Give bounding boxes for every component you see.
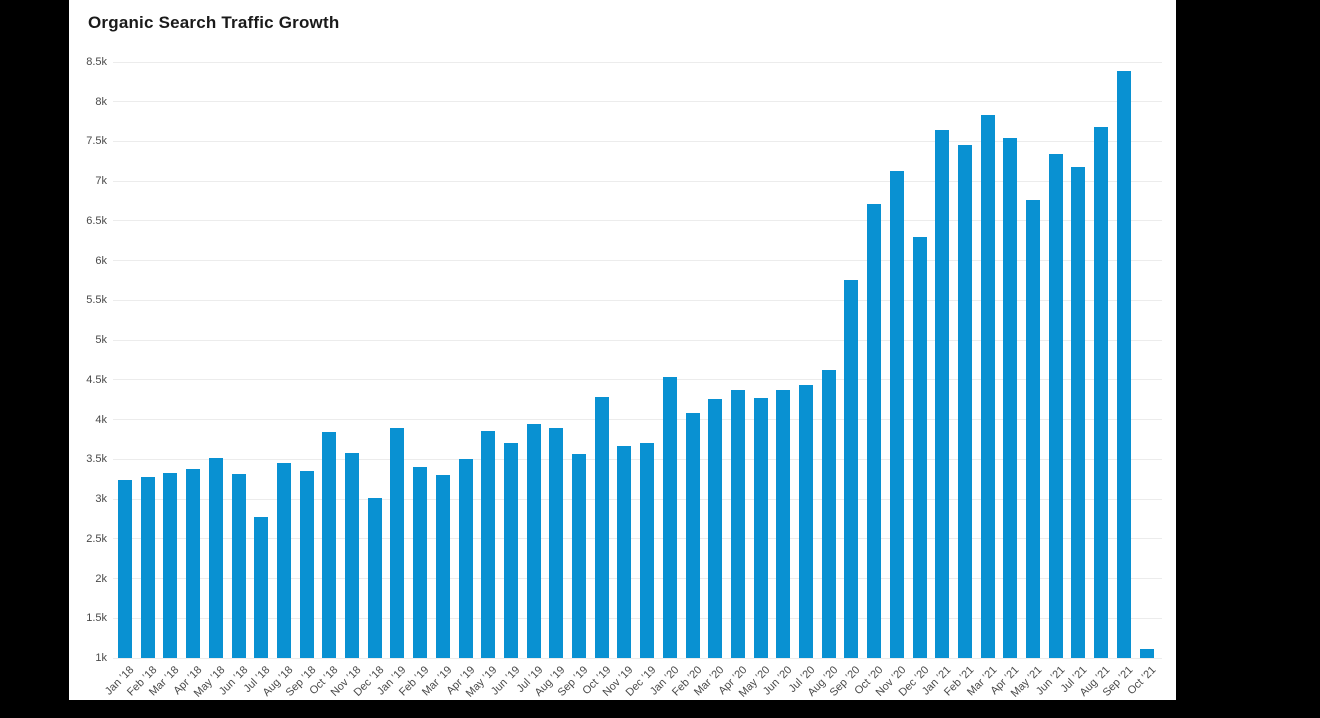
y-axis-label: 5.5k <box>86 294 107 307</box>
bar[interactable] <box>1071 166 1086 658</box>
bar[interactable] <box>1048 154 1063 658</box>
bar[interactable] <box>730 390 745 658</box>
bar[interactable] <box>163 472 178 658</box>
gridline <box>113 379 1162 381</box>
bar[interactable] <box>617 445 632 658</box>
gridline <box>113 101 1162 103</box>
y-axis-label: 5k <box>95 334 107 347</box>
bar[interactable] <box>1139 649 1154 658</box>
gridline <box>113 419 1162 421</box>
bar[interactable] <box>662 376 677 658</box>
bar[interactable] <box>1026 200 1040 658</box>
bar[interactable] <box>572 453 586 658</box>
y-axis-label: 4k <box>95 413 107 426</box>
y-axis-label: 3k <box>95 493 107 506</box>
bar[interactable] <box>254 517 269 658</box>
y-axis-label: 2.5k <box>86 532 107 545</box>
bar[interactable] <box>413 466 428 658</box>
gridline <box>113 260 1162 262</box>
gridline <box>113 458 1162 460</box>
gridline <box>113 538 1162 540</box>
y-axis-label: 1k <box>95 652 107 664</box>
bar[interactable] <box>299 470 314 658</box>
y-axis-label: 6.5k <box>86 214 107 227</box>
chart-panel: Organic Search Traffic Growth 1k 1.5k 2k 2.… <box>69 0 1176 700</box>
chart-title: Organic Search Traffic Growth <box>88 13 340 32</box>
gridline <box>113 578 1162 580</box>
bar[interactable] <box>390 427 405 658</box>
bar[interactable] <box>367 497 382 658</box>
bar[interactable] <box>980 115 995 658</box>
bar[interactable] <box>957 145 972 658</box>
gridline <box>113 657 1162 659</box>
bar[interactable] <box>799 384 813 658</box>
bar[interactable] <box>640 443 655 658</box>
bar[interactable] <box>685 413 700 658</box>
bar[interactable] <box>935 129 950 658</box>
bar[interactable] <box>208 457 223 658</box>
gridline <box>113 498 1162 500</box>
y-axis-label: 1.5k <box>86 612 107 625</box>
bar[interactable] <box>231 473 246 658</box>
bar[interactable] <box>503 442 518 658</box>
bar[interactable] <box>458 458 473 658</box>
bar[interactable] <box>276 462 291 658</box>
bar[interactable] <box>844 279 859 658</box>
y-axis-label: 8k <box>95 95 107 108</box>
bar[interactable] <box>1003 137 1018 658</box>
plot-area <box>113 61 1162 659</box>
bar[interactable] <box>322 431 337 658</box>
bar[interactable] <box>867 203 882 658</box>
bar[interactable] <box>186 468 201 658</box>
bar[interactable] <box>708 398 723 658</box>
gridline <box>113 61 1162 63</box>
bar[interactable] <box>1094 127 1109 658</box>
bar[interactable] <box>345 453 359 658</box>
gridline <box>113 180 1162 182</box>
bar[interactable] <box>549 427 564 658</box>
bar[interactable] <box>776 390 791 658</box>
bar[interactable] <box>753 398 768 658</box>
y-axis-label: 4.5k <box>86 373 107 386</box>
bar[interactable] <box>140 476 155 658</box>
y-axis-label: 6k <box>95 254 107 267</box>
y-axis-label: 7k <box>95 175 107 188</box>
y-axis-label: 8.5k <box>86 56 107 68</box>
bar[interactable] <box>435 475 450 658</box>
gridline <box>113 140 1162 142</box>
y-axis-label: 7.5k <box>86 135 107 148</box>
bar[interactable] <box>912 236 927 658</box>
y-axis-label: 2k <box>95 572 107 585</box>
bar[interactable] <box>594 396 609 658</box>
bar[interactable] <box>526 423 541 658</box>
bar[interactable] <box>1116 70 1131 658</box>
bar[interactable] <box>889 170 904 658</box>
gridline <box>113 299 1162 301</box>
y-axis-label: 3.5k <box>86 453 107 466</box>
bar[interactable] <box>481 430 496 658</box>
gridline <box>113 617 1162 619</box>
bar-chart: 1k 1.5k 2k 2.5k 3k 3.5k 4k 4.5k 5k 5.5k 6k 6.5k 7k 7.… <box>69 0 1176 700</box>
gridline <box>113 220 1162 222</box>
bar[interactable] <box>118 480 132 658</box>
bar[interactable] <box>821 369 836 658</box>
gridline <box>113 339 1162 341</box>
